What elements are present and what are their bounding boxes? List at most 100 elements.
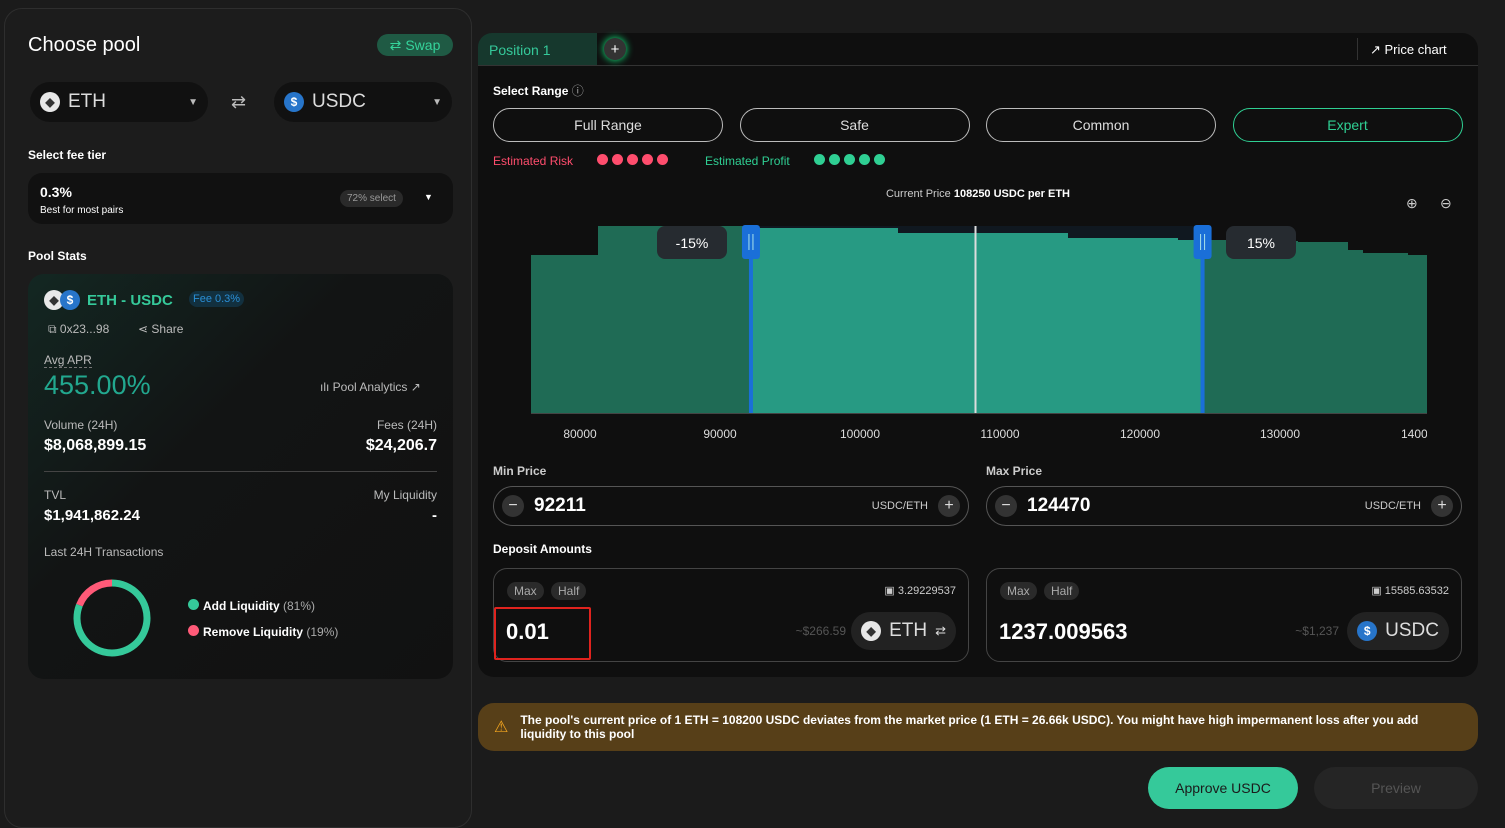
copy-address[interactable]: ⧉ 0x23...98 xyxy=(48,322,110,336)
axis-tick: 130000 xyxy=(1259,427,1301,441)
axis-tick: 100000 xyxy=(839,427,881,441)
deposit-label: Deposit Amounts xyxy=(493,542,592,556)
upper-handle[interactable] xyxy=(1193,225,1212,259)
approve-usdc-button[interactable]: Approve USDC xyxy=(1148,767,1298,809)
fee-badge: Fee 0.3% xyxy=(189,291,245,307)
preview-button[interactable]: Preview xyxy=(1314,767,1478,809)
zoom-out-icon[interactable]: ⊖ xyxy=(1440,195,1452,211)
max-button[interactable]: Max xyxy=(1000,582,1037,600)
deposit-eth: Max Half ▣ 3.29229537 0.01 ~$266.59 ◆ ETH… xyxy=(493,568,969,662)
fee-value: 0.3% xyxy=(40,184,72,200)
divider xyxy=(44,471,437,472)
estimated-profit: Estimated Profit xyxy=(705,154,889,168)
transactions-label: Last 24H Transactions xyxy=(44,545,164,559)
range-safe[interactable]: Safe xyxy=(739,108,970,142)
legend-add-liquidity: Add Liquidity (81%) xyxy=(188,599,315,613)
axis-tick: 80000 xyxy=(563,427,597,441)
usdc-icon: $ xyxy=(1357,621,1378,641)
swap-icon: ⇄ xyxy=(389,36,402,53)
amount-input[interactable]: 0.01 xyxy=(506,619,549,644)
chevron-down-icon: ▼ xyxy=(424,192,433,202)
pool-stats-card: ◆ $ ETH - USDC Fee 0.3% ⧉ 0x23...98 ⋖ Sha… xyxy=(28,274,453,679)
donut-slice-1 xyxy=(76,579,113,607)
warning-banner: ⚠ The pool's current price of 1 ETH = 108… xyxy=(478,703,1478,751)
range-full-range[interactable]: Full Range xyxy=(493,108,723,142)
max-button[interactable]: Max xyxy=(507,582,544,600)
fee-desc: Best for most pairs xyxy=(40,205,124,216)
token-a-label: ETH xyxy=(68,91,106,112)
my-liquidity-value: - xyxy=(432,507,437,524)
share-icon: ⋖ xyxy=(138,322,152,336)
external-link-icon: ↗ xyxy=(407,380,421,394)
estimated-risk: Estimated Risk xyxy=(493,154,672,168)
chevron-down-icon: ▼ xyxy=(188,96,198,108)
max-price-input[interactable]: −124470 USDC/ETH + xyxy=(986,486,1462,526)
bar-chart-icon: ılı xyxy=(320,380,333,394)
volume-label: Volume (24H) xyxy=(44,418,118,432)
tvl-label: TVL xyxy=(44,488,67,502)
donut-slice-0 xyxy=(73,579,151,657)
select-range-label: Select Range ⓘ xyxy=(493,84,584,98)
pair-name: ETH - USDC xyxy=(87,292,173,309)
price-chart-button[interactable]: ↗ Price chart xyxy=(1370,42,1447,57)
range-expert[interactable]: Expert xyxy=(1232,108,1463,142)
apr-label: Avg APR xyxy=(44,353,92,368)
minus-icon[interactable]: − xyxy=(995,495,1017,517)
token-select-usdc[interactable]: $ USDC xyxy=(1347,612,1449,650)
profit-dots xyxy=(813,154,889,168)
plus-icon[interactable]: + xyxy=(938,495,960,517)
trend-icon: ↗ xyxy=(1370,42,1385,57)
amount-input[interactable]: 1237.009563 xyxy=(999,619,1128,644)
axis-tick: 110000 xyxy=(980,427,1020,441)
add-position-button[interactable]: + xyxy=(604,38,626,60)
zoom-in-icon[interactable]: ⊕ xyxy=(1406,195,1418,211)
warning-icon: ⚠ xyxy=(494,719,509,736)
usd-value: ~$266.59 xyxy=(795,624,846,638)
deposit-usdc: Max Half ▣ 15585.63532 1237.009563 ~$1,2… xyxy=(986,568,1462,662)
plus-icon: + xyxy=(610,40,620,58)
fees-label: Fees (24H) xyxy=(376,418,437,432)
info-icon: ⓘ xyxy=(571,84,584,98)
copy-icon: ⧉ xyxy=(48,322,60,336)
token-a-select[interactable]: ◆ ETH ▼ xyxy=(30,82,208,122)
lower-pct-label: -15% xyxy=(657,226,727,259)
swap-button[interactable]: ⇄ Swap xyxy=(377,34,453,56)
my-liquidity-label: My Liquidity xyxy=(373,488,437,502)
axis-tick: 90000 xyxy=(703,427,737,441)
fee-badge: 72% select xyxy=(340,190,403,207)
risk-dots xyxy=(597,154,672,168)
wallet-icon: ▣ xyxy=(1371,585,1385,597)
legend-remove-liquidity: Remove Liquidity (19%) xyxy=(188,625,338,639)
token-select-eth[interactable]: ◆ ETH ⇄ xyxy=(851,612,956,650)
lower-handle[interactable] xyxy=(741,225,760,259)
max-price-label: Max Price xyxy=(986,464,1043,478)
apr-value: 455.00% xyxy=(44,370,151,400)
eth-icon: ◆ xyxy=(861,621,882,641)
tvl-value: $1,941,862.24 xyxy=(44,507,140,524)
plus-icon[interactable]: + xyxy=(1431,495,1453,517)
chevron-down-icon: ▼ xyxy=(432,96,442,108)
tab-position-1[interactable]: Position 1 xyxy=(478,33,597,65)
token-b-select[interactable]: $ USDC ▼ xyxy=(274,82,452,122)
min-price-label: Min Price xyxy=(493,464,547,478)
eth-icon: ◆ xyxy=(40,92,60,112)
fees-value: $24,206.7 xyxy=(365,437,437,454)
share-button[interactable]: ⋖ Share xyxy=(138,322,184,336)
range-common[interactable]: Common xyxy=(986,108,1216,142)
upper-pct-label: 15% xyxy=(1226,226,1296,259)
usdc-icon: $ xyxy=(284,92,304,112)
minus-icon[interactable]: − xyxy=(502,495,524,517)
balance: ▣ 15585.63532 xyxy=(1371,585,1449,597)
pool-analytics-link[interactable]: ılı Pool Analytics ↗ xyxy=(320,380,421,394)
volume-value: $8,068,899.15 xyxy=(44,437,147,454)
axis-tick: 1400 xyxy=(1401,427,1427,441)
switch-tokens-icon[interactable]: ⇄ xyxy=(231,92,247,112)
fee-tier-select[interactable]: 0.3% Best for most pairs 72% select ▼ xyxy=(28,173,453,224)
liquidity-chart[interactable] xyxy=(478,215,1478,445)
half-button[interactable]: Half xyxy=(551,582,587,600)
half-button[interactable]: Half xyxy=(1044,582,1080,600)
usd-value: ~$1,237 xyxy=(1295,624,1339,638)
min-price-input[interactable]: −92211 USDC/ETH + xyxy=(493,486,969,526)
current-price: Current Price 108250 USDC per ETH xyxy=(885,188,1071,200)
transactions-donut xyxy=(73,579,151,657)
